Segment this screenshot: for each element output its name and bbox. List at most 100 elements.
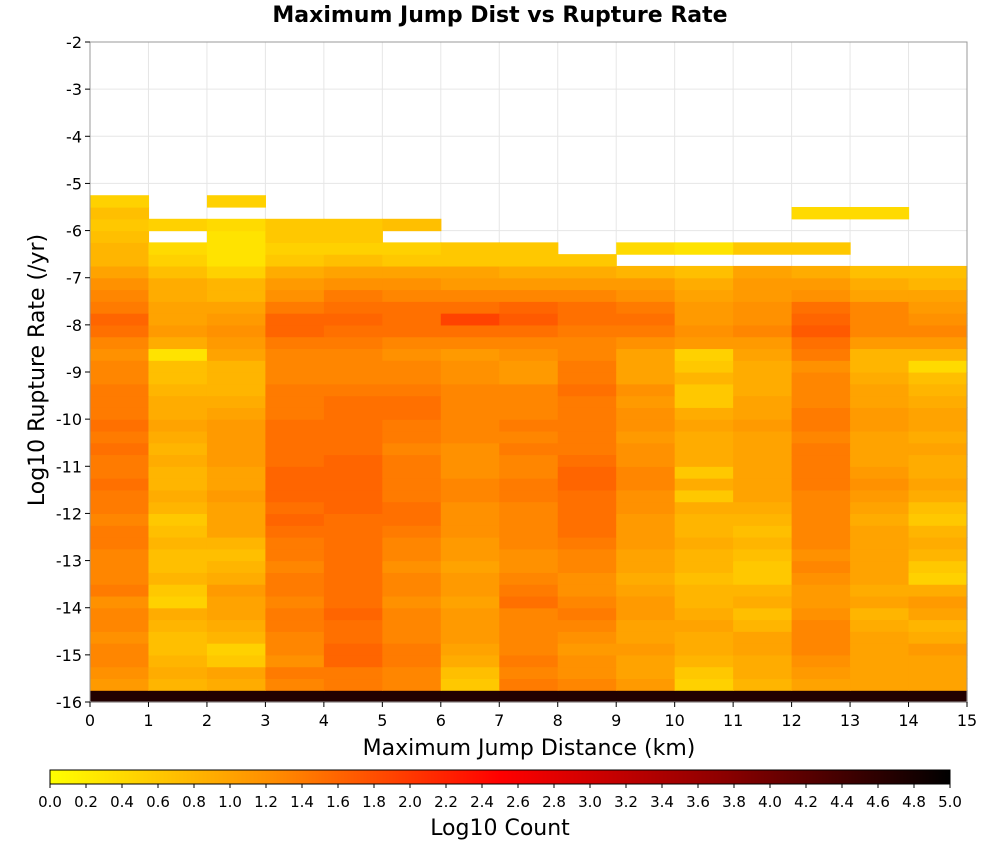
heatmap-cell	[148, 654, 208, 668]
heatmap-cells	[90, 195, 968, 703]
heatmap-cell	[499, 478, 559, 491]
colorbar-tick-label: 0.2	[74, 793, 98, 811]
x-tick-label: 0	[85, 711, 95, 730]
heatmap-cell	[440, 430, 500, 444]
heatmap-cell	[440, 301, 500, 314]
heatmap-cell	[616, 560, 676, 573]
heatmap-cell	[557, 666, 617, 680]
heatmap-cell	[265, 372, 325, 385]
heatmap-cell	[499, 572, 559, 585]
x-tick-label: 7	[494, 711, 504, 730]
heatmap-cell	[382, 666, 442, 680]
colorbar-tick-label: 5.0	[938, 793, 962, 811]
heatmap-cell	[791, 313, 851, 326]
heatmap-cell	[265, 607, 325, 621]
heatmap-cell	[323, 430, 383, 444]
heatmap-cell	[148, 301, 208, 314]
heatmap-cell	[90, 654, 150, 668]
heatmap-cell	[616, 430, 676, 444]
heatmap-cell	[850, 265, 910, 279]
heatmap-cell	[440, 407, 500, 420]
heatmap-cell	[674, 395, 734, 408]
heatmap-cell	[206, 395, 266, 408]
heatmap-cell	[499, 489, 559, 503]
heatmap-cell	[616, 383, 676, 397]
colorbar-tick-label: 4.8	[902, 793, 926, 811]
heatmap-cell	[440, 619, 500, 632]
heatmap-cell	[791, 466, 851, 479]
x-tick-label: 13	[840, 711, 860, 730]
colorbar-tick-label: 3.6	[686, 793, 710, 811]
heatmap-cell	[323, 277, 383, 291]
heatmap-cell	[265, 513, 325, 526]
heatmap-cell	[206, 466, 266, 479]
x-axis-ticks: 0 1 2 3 4 5 6 7 8 9 10 11 12 13 14 15	[85, 702, 977, 730]
heatmap-cell	[616, 607, 676, 621]
heatmap-cell	[499, 654, 559, 668]
heatmap-cell	[733, 690, 793, 703]
heatmap-cell	[616, 336, 676, 350]
heatmap-cell	[148, 537, 208, 550]
heatmap-cell	[674, 501, 734, 515]
heatmap-cell	[265, 537, 325, 550]
heatmap-cell	[616, 372, 676, 385]
heatmap-cell	[440, 643, 500, 656]
heatmap-cell	[616, 242, 676, 255]
heatmap-cell	[148, 324, 208, 338]
heatmap-cell	[323, 466, 383, 479]
heatmap-cell	[265, 348, 325, 361]
y-tick-label: -11	[56, 457, 82, 476]
heatmap-cell	[382, 442, 442, 456]
heatmap-cell	[908, 537, 968, 550]
heatmap-cell	[499, 360, 559, 373]
heatmap-cell	[908, 395, 968, 408]
heatmap-cell	[499, 324, 559, 338]
heatmap-cell	[323, 619, 383, 632]
colorbar-tick-label: 1.2	[254, 793, 278, 811]
heatmap-cell	[674, 643, 734, 656]
colorbar-tick-label: 0.8	[182, 793, 206, 811]
heatmap-cell	[206, 572, 266, 585]
heatmap-cell	[908, 324, 968, 338]
heatmap-cell	[440, 265, 500, 279]
heatmap-cell	[323, 595, 383, 609]
heatmap-cell	[382, 501, 442, 515]
heatmap-cell	[323, 643, 383, 656]
heatmap-cell	[674, 560, 734, 573]
y-tick-label: -13	[56, 552, 82, 571]
heatmap-cell	[557, 560, 617, 573]
heatmap-cell	[148, 218, 208, 232]
heatmap-cell	[908, 513, 968, 526]
heatmap-cell	[499, 584, 559, 597]
heatmap-cell	[440, 654, 500, 668]
heatmap-cell	[674, 372, 734, 385]
heatmap-cell	[557, 631, 617, 644]
heatmap-cell	[440, 348, 500, 361]
heatmap-cell	[90, 277, 150, 291]
heatmap-cell	[908, 277, 968, 291]
x-tick-label: 2	[202, 711, 212, 730]
heatmap-cell	[733, 584, 793, 597]
heatmap-cell	[733, 619, 793, 632]
heatmap-cell	[850, 513, 910, 526]
heatmap-cell	[90, 442, 150, 456]
heatmap-cell	[791, 348, 851, 361]
heatmap-cell	[323, 360, 383, 373]
heatmap-cell	[791, 654, 851, 668]
heatmap-cell	[733, 513, 793, 526]
heatmap-cell	[382, 489, 442, 503]
heatmap-cell	[616, 678, 676, 691]
heatmap-cell	[323, 537, 383, 550]
heatmap-cell	[908, 595, 968, 609]
heatmap-cell	[148, 560, 208, 573]
heatmap-cell	[850, 289, 910, 302]
heatmap-cell	[850, 678, 910, 691]
heatmap-cell	[733, 595, 793, 609]
heatmap-cell	[440, 560, 500, 573]
heatmap-cell	[382, 466, 442, 479]
heatmap-cell	[90, 560, 150, 573]
heatmap-cell	[206, 419, 266, 432]
heatmap-cell	[265, 489, 325, 503]
heatmap-cell	[557, 454, 617, 467]
heatmap-cell	[850, 537, 910, 550]
